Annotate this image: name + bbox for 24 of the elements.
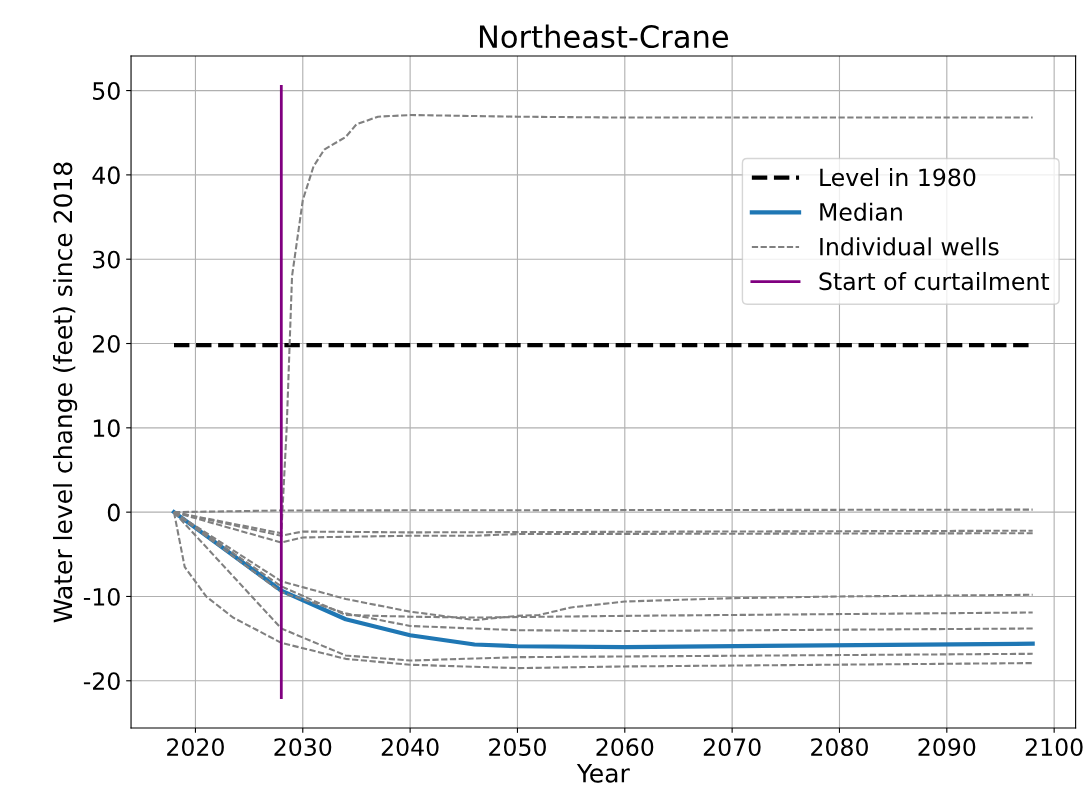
x-tick-label: 2090 — [918, 738, 976, 756]
y-tick-label: 40 — [92, 166, 120, 185]
legend-label: Individual wells — [820, 237, 999, 256]
y-tick-label: -10 — [83, 587, 120, 606]
x-tick-label: 2030 — [274, 738, 332, 756]
y-tick-label: -20 — [83, 672, 120, 691]
x-tick-label: 2020 — [167, 738, 224, 756]
legend-label: Median — [820, 202, 902, 221]
y-tick-label: 50 — [93, 82, 120, 100]
y-axis-title: Water level change (feet) since 2018 — [53, 162, 78, 623]
x-tick-label: 2080 — [811, 738, 868, 756]
chart-title: Northeast-Crane — [479, 24, 729, 49]
x-axis-title: Year — [576, 764, 630, 783]
legend-label: Start of curtailment — [819, 271, 1050, 291]
x-tick-label: 2040 — [381, 738, 439, 756]
x-tick-label: 2060 — [596, 738, 654, 756]
legend-label: Level in 1980 — [820, 167, 976, 187]
x-tick-label: 2070 — [703, 738, 761, 756]
y-tick-label: 20 — [93, 334, 120, 353]
x-tick-label: 2050 — [489, 738, 546, 756]
y-tick-label: 10 — [93, 419, 120, 438]
x-tick-label: 2100 — [1025, 738, 1083, 756]
y-tick-label: 0 — [107, 503, 120, 522]
y-tick-label: 30 — [93, 250, 120, 269]
